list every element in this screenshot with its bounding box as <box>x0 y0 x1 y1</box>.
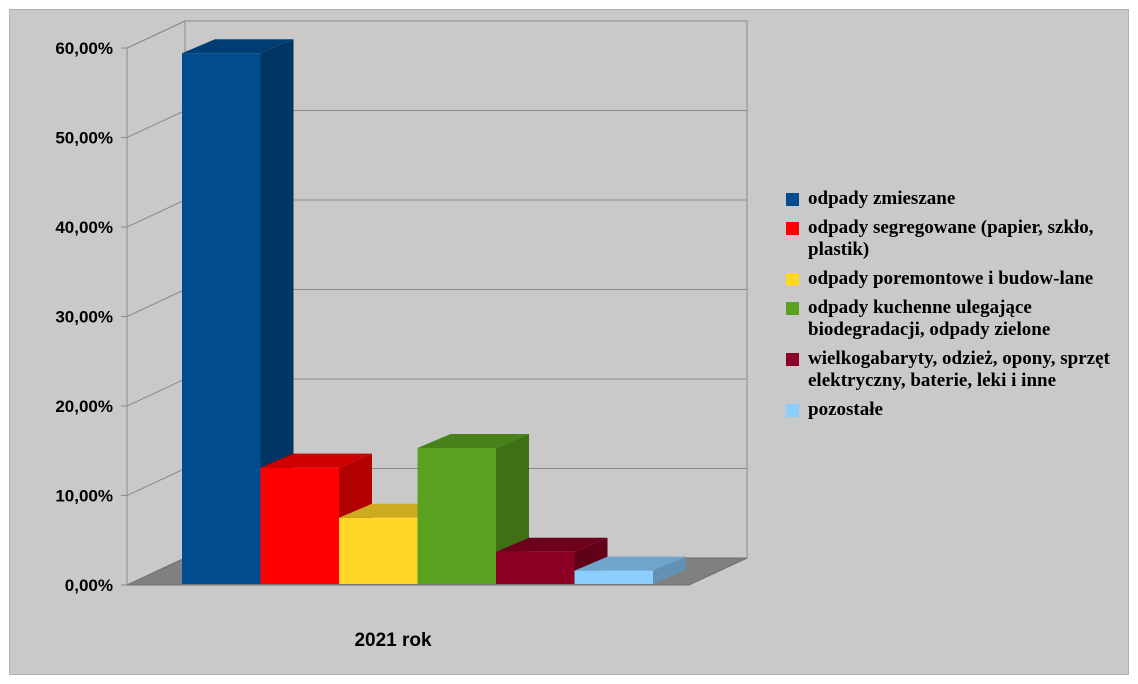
bar-top <box>496 537 608 552</box>
legend-item: odpady segregowane (papier, szkło, plast… <box>786 217 1136 261</box>
bar <box>417 433 529 584</box>
y-tick-label: 50,00% <box>55 129 113 148</box>
gridline-side <box>126 468 186 496</box>
legend-swatch <box>786 222 799 235</box>
gridline-side <box>126 110 186 138</box>
bar-front <box>496 551 575 584</box>
bar-top <box>260 453 372 468</box>
bar-front <box>417 447 496 584</box>
bar-front <box>260 467 339 584</box>
bar-top <box>417 433 529 448</box>
legend-label: wielkogabaryty, odzież, opony, sprzęt el… <box>808 348 1110 391</box>
bar-side <box>260 39 294 584</box>
legend-swatch <box>786 404 799 417</box>
y-tick-label: 20,00% <box>55 397 113 416</box>
legend-label: pozostałe <box>808 399 883 420</box>
y-tick-label: 40,00% <box>55 218 113 237</box>
legend: odpady zmieszane odpady segregowane (papi… <box>786 188 1136 428</box>
legend-swatch <box>786 193 799 206</box>
legend-swatch <box>786 273 799 286</box>
bar <box>574 556 686 584</box>
x-category-label: 2021 rok <box>354 630 432 651</box>
bar <box>182 39 294 584</box>
bar-side <box>653 556 686 584</box>
legend-item: odpady zmieszane <box>786 188 1136 210</box>
gridline-side <box>126 20 186 49</box>
bar-top <box>574 556 686 571</box>
legend-item: pozostałe <box>786 399 1136 421</box>
bar-front <box>339 517 418 584</box>
legend-swatch <box>786 353 799 366</box>
chart-plot: 0,00% 10,00% 20,00% 30,00% 40,00% 50,00% 60,00… <box>55 20 748 651</box>
bar-top <box>182 39 294 54</box>
legend-item: odpady poremontowe i budow-lane <box>786 268 1136 290</box>
legend-label: odpady zmieszane <box>808 188 956 209</box>
gridline-side <box>126 289 186 317</box>
legend-label: odpady kuchenne ulegające biodegradacji,… <box>808 297 1051 340</box>
chart-frame: 0,00% 10,00% 20,00% 30,00% 40,00% 50,00% 60,00… <box>9 9 1129 675</box>
bar-front <box>182 53 261 584</box>
y-tick-label: 10,00% <box>55 487 113 506</box>
legend-label: odpady poremontowe i budow-lane <box>808 268 1094 289</box>
y-tick-label: 30,00% <box>55 308 113 327</box>
legend-item: wielkogabaryty, odzież, opony, sprzęt el… <box>786 348 1136 392</box>
legend-label: odpady segregowane (papier, szkło, plast… <box>808 217 1094 260</box>
legend-swatch <box>786 302 799 315</box>
gridline-side <box>126 199 186 228</box>
gridline-side <box>126 378 186 407</box>
y-tick-label: 60,00% <box>55 39 113 58</box>
legend-item: odpady kuchenne ulegające biodegradacji,… <box>786 297 1136 341</box>
y-tick-label: 0,00% <box>65 576 113 595</box>
bar-front <box>574 570 653 584</box>
